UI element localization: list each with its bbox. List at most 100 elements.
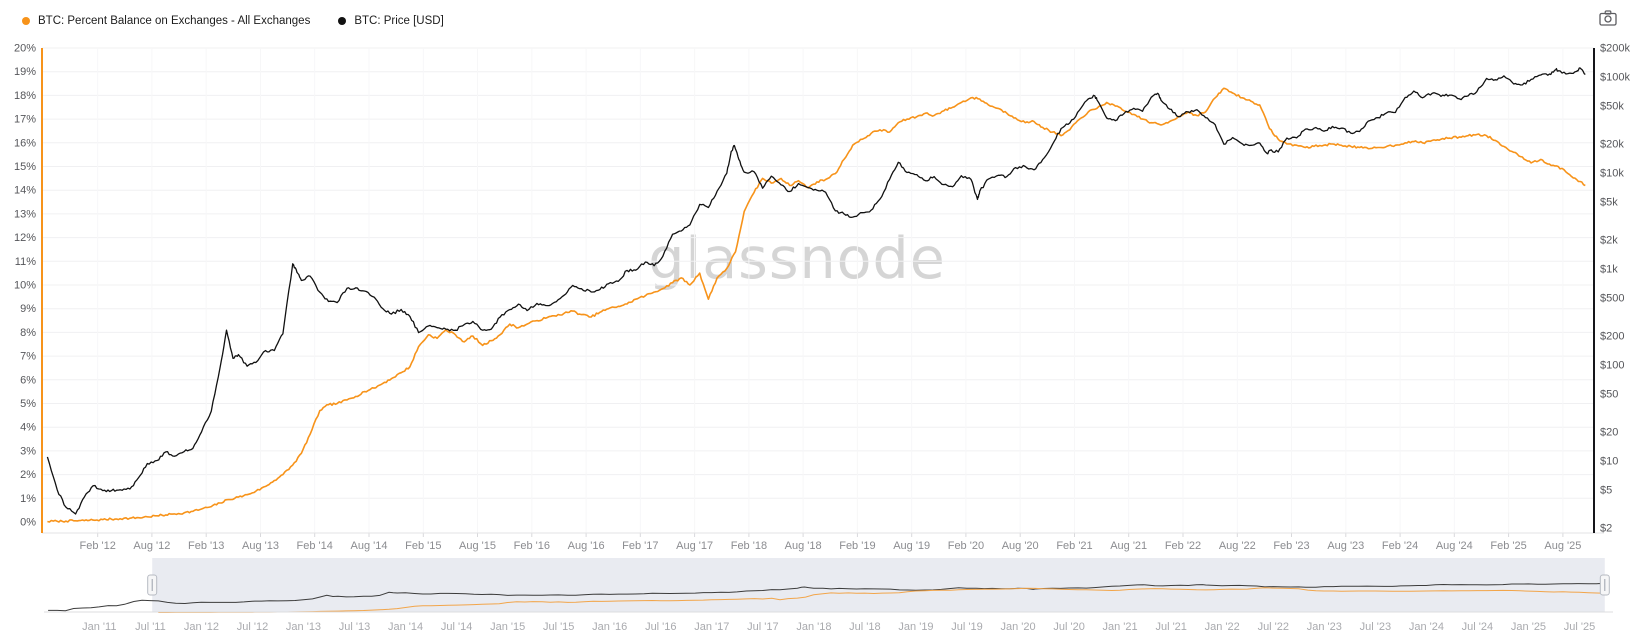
x-tick-label: Aug '17 xyxy=(676,540,713,552)
x-tick-label: Aug '14 xyxy=(351,540,388,552)
nav-tick-label: Jan '24 xyxy=(1409,621,1444,633)
legend-item-price[interactable]: BTC: Price [USD] xyxy=(338,12,444,30)
y-left-tick-label: 13% xyxy=(14,208,36,220)
y-left-tick-label: 7% xyxy=(20,351,36,363)
y-left-tick-label: 14% xyxy=(14,185,36,197)
y-right-tick-label: $10k xyxy=(1600,167,1624,179)
y-right-tick-label: $20k xyxy=(1600,139,1624,151)
y-left-tick-label: 15% xyxy=(14,161,36,173)
camera-icon xyxy=(1599,10,1617,26)
nav-tick-label: Jul '17 xyxy=(747,621,778,633)
navigator-left-handle[interactable] xyxy=(147,574,158,596)
nav-tick-label: Jan '22 xyxy=(1205,621,1240,633)
y-right-tick-label: $20 xyxy=(1600,427,1618,439)
nav-tick-label: Jul '19 xyxy=(951,621,982,633)
y-left-tick-label: 8% xyxy=(20,327,36,339)
nav-tick-label: Jul '21 xyxy=(1155,621,1186,633)
navigator-tick-labels: Jan '11 Jul '11 Jan '12 Jul '12 Jan '13 Jul '… xyxy=(82,621,1595,633)
nav-tick-label: Jul '20 xyxy=(1053,621,1084,633)
y-left-tick-label: 11% xyxy=(15,256,36,268)
nav-tick-label: Jan '17 xyxy=(694,621,729,633)
navigator-right-handle[interactable] xyxy=(1599,574,1610,596)
nav-tick-label: Jul '24 xyxy=(1462,621,1493,633)
x-tick-label: Feb '16 xyxy=(514,540,550,552)
price-legend-label: BTC: Price [USD] xyxy=(354,15,444,27)
y-left-tick-label: 6% xyxy=(20,374,36,386)
x-tick-label: Aug '16 xyxy=(568,540,605,552)
x-tick-label: Feb '19 xyxy=(839,540,875,552)
nav-tick-label: Jan '20 xyxy=(1001,621,1036,633)
nav-tick-label: Jul '16 xyxy=(645,621,676,633)
x-tick-label: Feb '22 xyxy=(1165,540,1201,552)
y-left-tick-label: 10% xyxy=(14,280,36,292)
nav-tick-label: Jul '15 xyxy=(543,621,574,633)
y-right-tick-label: $100 xyxy=(1600,359,1624,371)
y-left-tick-label: 5% xyxy=(20,398,36,410)
nav-tick-label: Jan '25 xyxy=(1511,621,1546,633)
x-tick-label: Feb '15 xyxy=(405,540,441,552)
nav-tick-label: Jul '25 xyxy=(1564,621,1595,633)
nav-tick-label: Jan '14 xyxy=(388,621,423,633)
x-tick-label: Aug '24 xyxy=(1436,540,1473,552)
x-tick-label: Feb '23 xyxy=(1273,540,1309,552)
x-tick-label: Feb '12 xyxy=(80,540,116,552)
y-left-tick-label: 1% xyxy=(20,493,36,505)
navigator-selected-range[interactable] xyxy=(152,558,1605,612)
y-left-tick-label: 20% xyxy=(14,43,36,55)
x-tick-label: Feb '13 xyxy=(188,540,224,552)
nav-tick-label: Jan '13 xyxy=(286,621,321,633)
x-tick-label: Feb '14 xyxy=(297,540,333,552)
nav-tick-label: Jan '23 xyxy=(1307,621,1342,633)
y-left-tick-label: 2% xyxy=(20,469,36,481)
nav-tick-label: Jan '11 xyxy=(82,621,116,633)
vertical-gridlines xyxy=(97,48,1564,537)
y-right-tick-label: $200 xyxy=(1600,331,1624,343)
x-axis-tick-labels: Feb '12 Aug '12 Feb '13 Aug '13 Feb '14 Aug '… xyxy=(80,540,1582,552)
x-tick-label: Aug '19 xyxy=(893,540,930,552)
y-right-tick-label: $5k xyxy=(1600,196,1618,208)
y-left-tick-label: 17% xyxy=(14,114,36,126)
horizontal-gridlines xyxy=(42,47,1594,499)
price-series-line xyxy=(46,67,1586,515)
x-tick-label: Aug '23 xyxy=(1327,540,1364,552)
y-right-tick-label: $100k xyxy=(1600,71,1630,83)
percent-balance-legend-dot-icon xyxy=(22,17,30,25)
legend-item-percent-balance[interactable]: BTC: Percent Balance on Exchanges - All … xyxy=(22,12,310,30)
x-tick-label: Aug '25 xyxy=(1544,540,1581,552)
x-tick-label: Feb '18 xyxy=(731,540,767,552)
navigator-chart[interactable]: Jan '11 Jul '11 Jan '12 Jul '12 Jan '13 Jul '… xyxy=(0,556,1633,644)
screenshot-button[interactable] xyxy=(1599,10,1621,30)
nav-tick-label: Jul '14 xyxy=(441,621,472,633)
main-chart[interactable]: Feb '12 Aug '12 Feb '13 Aug '13 Feb '14 Aug '… xyxy=(0,0,1633,556)
x-tick-label: Feb '24 xyxy=(1382,540,1418,552)
left-axis-tick-labels: 20% 19% 18% 17% 16% 15% 14% 13% 12% 11% 10% 9% 8% 7% 6… xyxy=(14,43,36,529)
y-left-tick-label: 3% xyxy=(20,445,36,457)
right-axis-tick-labels: $200k $100k $50k $20k $10k $5k $2k $1k $500 $200 $… xyxy=(1600,43,1630,535)
y-left-tick-label: 19% xyxy=(14,66,36,78)
y-left-tick-label: 0% xyxy=(20,517,36,529)
x-tick-label: Aug '21 xyxy=(1110,540,1147,552)
nav-tick-label: Jul '12 xyxy=(237,621,268,633)
x-tick-label: Aug '18 xyxy=(785,540,822,552)
nav-tick-label: Jul '13 xyxy=(339,621,370,633)
navigator-percent-line xyxy=(158,587,1605,613)
y-right-tick-label: $2 xyxy=(1600,523,1612,535)
nav-tick-label: Jan '18 xyxy=(796,621,831,633)
navigator-price-line xyxy=(48,582,1605,612)
x-tick-label: Feb '20 xyxy=(948,540,984,552)
x-tick-label: Aug '13 xyxy=(242,540,279,552)
nav-tick-label: Jan '12 xyxy=(184,621,219,633)
nav-tick-label: Jan '19 xyxy=(898,621,933,633)
y-right-tick-label: $10 xyxy=(1600,455,1618,467)
nav-tick-label: Jul '22 xyxy=(1258,621,1289,633)
y-right-tick-label: $200k xyxy=(1600,43,1630,55)
nav-tick-label: Jan '21 xyxy=(1103,621,1138,633)
x-tick-label: Feb '21 xyxy=(1056,540,1092,552)
y-right-tick-label: $50 xyxy=(1600,388,1618,400)
y-right-tick-label: $5 xyxy=(1600,484,1612,496)
y-left-tick-label: 16% xyxy=(14,137,36,149)
y-left-tick-label: 9% xyxy=(20,303,36,315)
y-left-tick-label: 4% xyxy=(20,422,36,434)
y-right-tick-label: $500 xyxy=(1600,292,1624,304)
